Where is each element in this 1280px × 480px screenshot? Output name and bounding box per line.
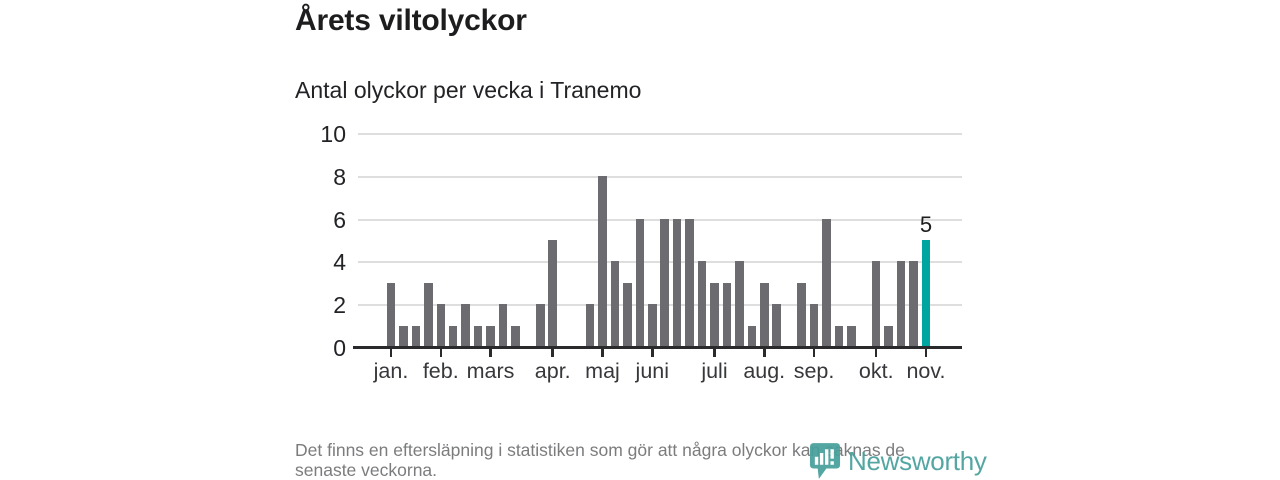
bar-week (598, 175, 607, 347)
footer-note-line2: senaste veckorna. (295, 459, 438, 480)
bar-week (399, 325, 408, 347)
bar-week (461, 304, 470, 347)
x-tick-aug (763, 349, 766, 357)
bar-week (486, 325, 495, 347)
bar-week (424, 282, 433, 347)
y-axis-label: 4 (333, 249, 346, 276)
bar-week (685, 218, 694, 347)
bar-week (660, 218, 669, 347)
bar-week (710, 282, 719, 347)
bar-week (871, 261, 881, 347)
bar-week (536, 304, 545, 347)
bar-week (548, 240, 557, 347)
x-tick-okt (874, 349, 878, 357)
bar-week (847, 325, 856, 347)
footer-note: Det finns en eftersläpning i statistiken… (295, 440, 995, 480)
x-axis-line (353, 346, 962, 349)
x-label-apr: apr. (534, 359, 571, 383)
y-axis-label: 6 (333, 206, 346, 233)
bar-week (797, 282, 806, 347)
bar-week (511, 325, 520, 347)
chart-subtitle: Antal olyckor per vecka i Tranemo (295, 77, 642, 103)
highlight-value-label: 5 (919, 212, 933, 237)
gridline-y10 (358, 133, 962, 135)
x-tick-jan (389, 349, 393, 357)
bar-week (772, 304, 781, 347)
y-axis-label: 2 (333, 292, 346, 319)
x-tick-mars (489, 349, 492, 357)
bar-week (760, 282, 769, 347)
x-tick-maj (601, 349, 604, 357)
y-axis-label: 10 (320, 121, 346, 147)
bar-week (473, 325, 483, 347)
x-label-mars: mars (466, 359, 515, 383)
x-label-aug: aug. (743, 359, 786, 383)
page-title: Årets viltolyckor (295, 4, 527, 37)
bar-week (909, 261, 918, 347)
newsworthy-logo-text: Newsworthy (848, 445, 987, 476)
gridline-y8 (358, 175, 962, 178)
x-tick-feb (439, 349, 443, 357)
bar-week (884, 325, 893, 347)
bar-week (672, 218, 682, 347)
gridline-y6 (358, 218, 962, 221)
newsworthy-logo: Newsworthy (809, 442, 987, 480)
footer-note-line1: Det finns en eftersläpning i statistiken… (295, 440, 905, 460)
x-label-okt: okt. (858, 359, 894, 383)
bar-week (747, 325, 757, 347)
y-axis-label: 0 (333, 335, 346, 361)
bar-week (436, 304, 446, 347)
bar-week (697, 261, 707, 347)
x-tick-apr (551, 349, 554, 357)
x-label-nov: nov. (906, 359, 946, 383)
bar-week (822, 218, 831, 347)
x-label-jan: jan. (373, 359, 409, 383)
bar-week (386, 282, 396, 347)
bar-week (448, 325, 458, 347)
bar-week (411, 325, 421, 347)
bar-week (635, 218, 645, 347)
x-tick-juli (713, 349, 716, 357)
gridline-y4 (358, 261, 962, 264)
x-tick-sep (812, 349, 816, 357)
x-tick-nov (924, 349, 928, 357)
bar-week (610, 261, 620, 347)
bar-week (834, 325, 844, 347)
bar-week (735, 261, 744, 347)
bar-week (896, 261, 906, 347)
x-label-juli: juli (701, 359, 728, 383)
bar-week (648, 304, 657, 347)
x-label-juni: juni (635, 359, 670, 383)
bar-week-highlight (921, 240, 931, 347)
x-label-sep: sep. (793, 359, 835, 383)
bar-week (623, 282, 632, 347)
x-label-maj: maj (585, 359, 620, 383)
gridline-y2 (358, 304, 962, 307)
plot-area: 0 2 4 6 8 10 jan. feb. mars apr. maj juni juli aug. se… (320, 121, 962, 383)
bar-week (498, 304, 508, 347)
y-axis-label: 8 (333, 163, 346, 190)
bar-week (585, 304, 595, 347)
bar-week (809, 304, 819, 347)
x-tick-juni (651, 349, 654, 357)
bar-week (722, 282, 732, 347)
x-label-feb: feb. (422, 359, 459, 383)
newsworthy-pin-icon (809, 443, 841, 479)
